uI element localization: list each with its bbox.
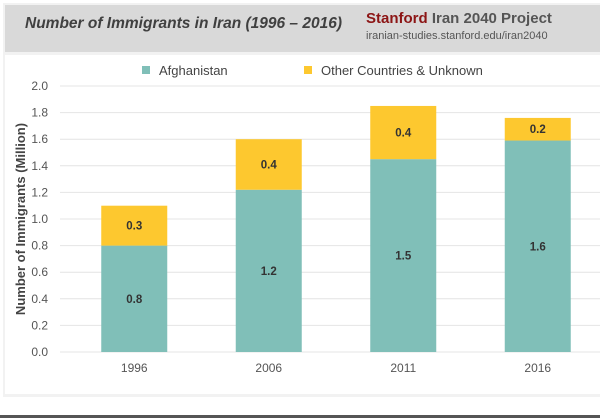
- y-tick-label: 1.2: [31, 185, 48, 199]
- data-label: 0.2: [530, 124, 546, 136]
- y-tick-label: 0.4: [31, 292, 48, 306]
- bar-other-2016: [504, 117, 571, 141]
- x-tick-label: 2011: [390, 361, 416, 375]
- bar-other-1996: [101, 205, 168, 246]
- brand-logo: Stanford Iran 2040 Project: [366, 10, 552, 27]
- legend-label: Afghanistan: [159, 63, 228, 78]
- data-label: 0.4: [395, 128, 412, 140]
- x-tick-label: 1996: [121, 361, 148, 375]
- y-tick-label: 0.6: [31, 265, 48, 279]
- y-tick-label: 0.8: [31, 239, 48, 253]
- brand-project: Iran 2040 Project: [427, 10, 552, 27]
- y-tick-label: 1.4: [31, 159, 48, 173]
- y-tick-label: 2.0: [31, 79, 48, 93]
- y-tick-label: 0.0: [31, 345, 48, 359]
- y-axis-label: Number of Immigrants (Million): [13, 123, 28, 315]
- bar-afghanistan-2016: [504, 140, 571, 352]
- bar-afghanistan-1996: [101, 245, 168, 352]
- y-tick-label: 0.2: [31, 318, 48, 332]
- x-tick-label: 2016: [524, 361, 551, 375]
- bar-afghanistan-2006: [235, 189, 302, 352]
- x-tick-label: 2006: [255, 361, 282, 375]
- data-label: 1.2: [261, 266, 277, 278]
- bar-afghanistan-2011: [370, 159, 437, 352]
- y-tick-label: 1.6: [31, 132, 48, 146]
- legend-label: Other Countries & Unknown: [321, 63, 483, 78]
- y-tick-label: 1.8: [31, 106, 48, 120]
- chart-header: [5, 5, 600, 52]
- brand-stanford: Stanford: [366, 10, 428, 27]
- data-label: 0.3: [126, 221, 142, 233]
- bar-other-2011: [370, 105, 437, 160]
- legend-swatch-1: [304, 66, 312, 74]
- chart-title: Number of Immigrants in Iran (1996 – 201…: [25, 15, 342, 32]
- legend-swatch-0: [142, 66, 150, 74]
- data-label: 1.5: [395, 251, 412, 263]
- data-label: 0.8: [126, 294, 143, 306]
- data-label: 1.6: [530, 241, 546, 253]
- divider: [0, 415, 600, 418]
- y-tick-label: 1.0: [31, 212, 48, 226]
- source-url: iranian-studies.stanford.edu/iran2040: [366, 30, 548, 42]
- bar-other-2006: [235, 139, 302, 190]
- data-label: 0.4: [261, 159, 278, 171]
